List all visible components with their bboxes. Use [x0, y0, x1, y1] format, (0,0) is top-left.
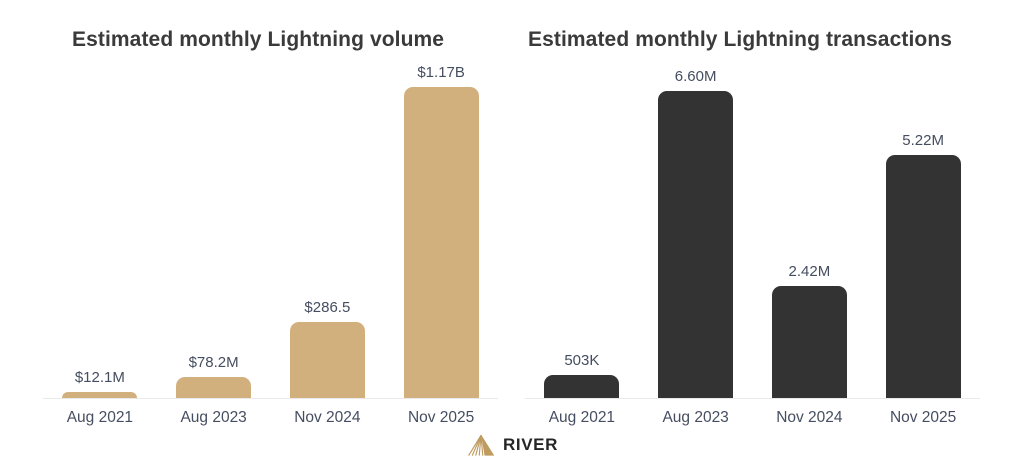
- bar-group: 6.60M: [639, 68, 753, 398]
- volume-x-axis-line: [43, 398, 498, 399]
- bar-value-label: $1.17B: [417, 63, 465, 81]
- volume-plot-area: $12.1M $78.2M $286.5 $1.17B: [43, 64, 498, 398]
- bar-group: $1.17B: [384, 64, 498, 398]
- bar-group: 503K: [525, 352, 639, 398]
- transactions-x-axis-line: [525, 398, 980, 399]
- x-axis-tick-label: Nov 2025: [889, 409, 957, 426]
- river-mountain-icon: [468, 434, 495, 456]
- x-axis-tick-label: Aug 2021: [66, 409, 134, 426]
- transactions-chart: Estimated monthly Lightning transactions…: [525, 0, 980, 467]
- x-axis-tick-label: Nov 2024: [776, 409, 843, 426]
- bar-value-label: $78.2M: [188, 354, 239, 372]
- bar-value-label: 503K: [564, 351, 600, 369]
- bar-value-label: 6.60M: [674, 68, 717, 86]
- x-axis-tick-label: Aug 2023: [180, 409, 247, 426]
- bar-value-label: $12.1M: [74, 369, 125, 386]
- x-axis-tick-label: Nov 2024: [294, 409, 361, 426]
- volume-x-axis-ticks: Aug 2021 Aug 2023 Nov 2024 Nov 2025: [43, 409, 498, 427]
- transactions-plot-area: 503K 6.60M 2.42M 5.22M: [525, 68, 980, 398]
- bar-group: 2.42M: [753, 263, 867, 398]
- bar: [885, 155, 961, 398]
- bar: [62, 392, 138, 398]
- bar: [176, 377, 252, 398]
- bar-group: $12.1M: [43, 369, 157, 398]
- bar: [658, 91, 734, 398]
- brand-name: RIVER: [503, 435, 558, 454]
- x-axis-tick-label: Aug 2021: [548, 409, 616, 426]
- volume-chart: Estimated monthly Lightning volume $12.1…: [43, 0, 498, 467]
- bar-group: $78.2M: [157, 354, 271, 398]
- bar: [289, 321, 365, 398]
- bar-value-label: 2.42M: [788, 262, 831, 280]
- transactions-chart-title: Estimated monthly Lightning transactions: [528, 28, 953, 51]
- volume-chart-title: Estimated monthly Lightning volume: [72, 28, 445, 51]
- bar-value-label: 5.22M: [902, 132, 944, 150]
- bar-group: $286.5: [271, 299, 385, 398]
- bar: [771, 285, 847, 398]
- bar-group: 5.22M: [866, 132, 980, 398]
- bar-value-label: $286.5: [304, 298, 351, 316]
- x-axis-tick-label: Aug 2023: [662, 409, 729, 426]
- brand-footer: RIVER: [0, 433, 1024, 457]
- transactions-x-axis-ticks: Aug 2021 Aug 2023 Nov 2024 Nov 2025: [525, 409, 980, 427]
- bar: [544, 374, 620, 398]
- x-axis-tick-label: Nov 2025: [407, 409, 475, 426]
- bar: [403, 86, 479, 398]
